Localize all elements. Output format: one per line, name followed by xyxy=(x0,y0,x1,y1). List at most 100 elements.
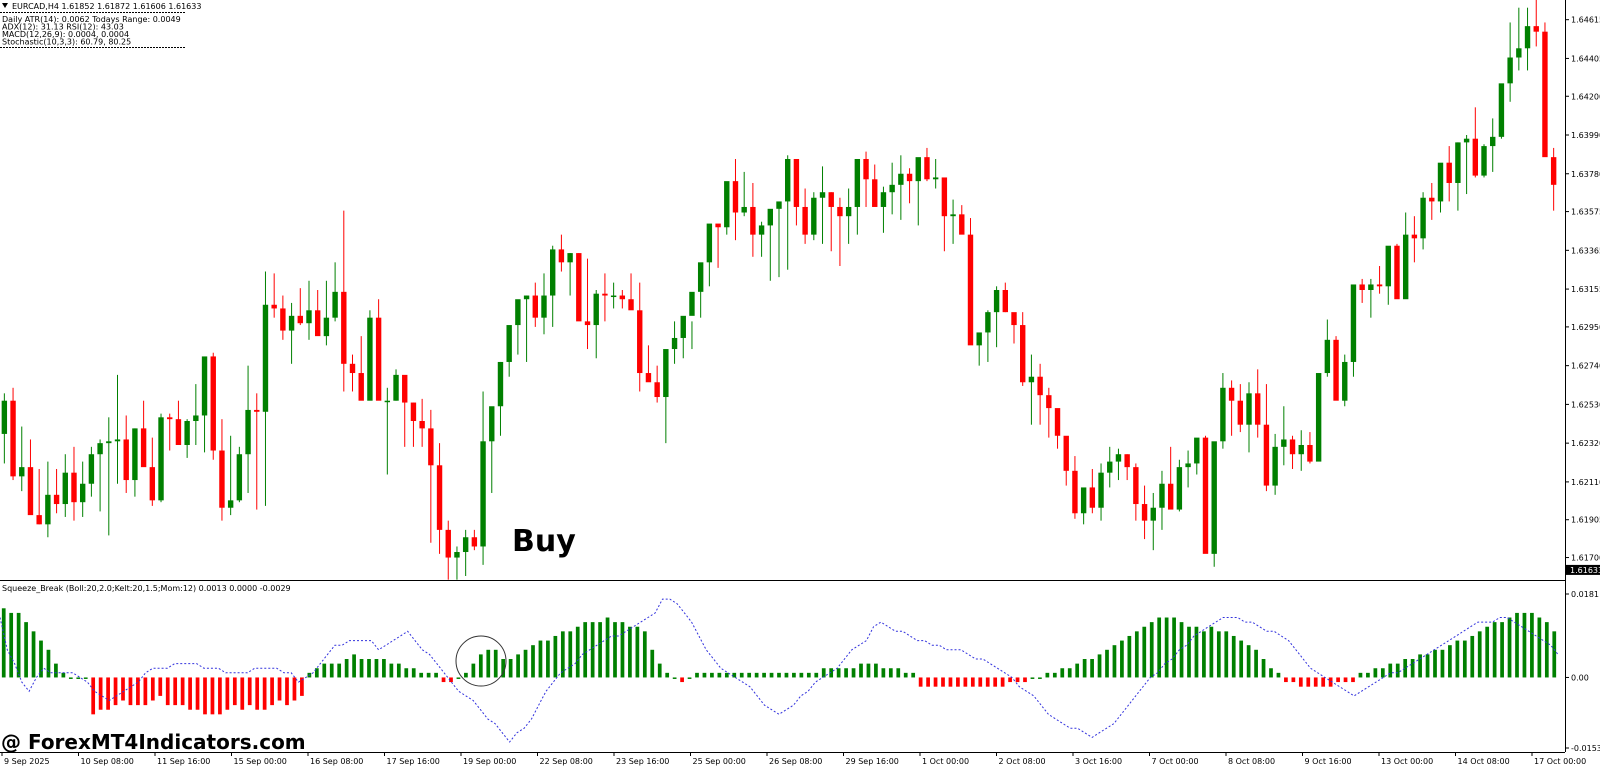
histogram-bar xyxy=(1269,668,1273,678)
histogram-bar xyxy=(1239,640,1244,678)
histogram-bar xyxy=(247,677,252,706)
candle-body xyxy=(750,206,756,235)
histogram-bar xyxy=(1313,677,1318,687)
histogram-bar xyxy=(1321,677,1326,687)
histogram-bar xyxy=(128,677,133,706)
histogram-bar xyxy=(1291,677,1296,683)
candle-body xyxy=(506,325,512,362)
histogram-bar xyxy=(1202,631,1206,678)
histogram-bar xyxy=(695,672,699,678)
price-tick-label: 1.62530 xyxy=(1571,400,1600,409)
time-tick-label: 11 Sep 16:00 xyxy=(157,757,210,766)
histogram-bar xyxy=(270,677,274,706)
histogram-bar xyxy=(501,659,506,678)
histogram-bar xyxy=(1030,677,1035,679)
histogram-bar xyxy=(680,677,684,683)
candle-body xyxy=(1028,376,1035,383)
candle-body xyxy=(845,206,852,217)
candle-body xyxy=(314,310,321,337)
histogram-bar xyxy=(1060,668,1065,678)
histogram-bar xyxy=(1000,677,1005,687)
indicator-tick-label: -0.0153 xyxy=(1571,744,1600,753)
histogram-bar xyxy=(650,649,655,678)
candle-body xyxy=(227,500,234,508)
candle-body xyxy=(436,465,443,530)
histogram-bar xyxy=(9,612,14,678)
histogram-bar xyxy=(896,668,901,678)
histogram-bar xyxy=(419,672,424,678)
histogram-bar xyxy=(240,677,245,710)
candle-body xyxy=(567,253,573,263)
histogram-bar xyxy=(1254,649,1258,678)
candle-body xyxy=(1107,461,1113,473)
histogram-bar xyxy=(374,659,379,678)
info-line-atr: Daily ATR(14): 0.0062 Todays Range: 0.00… xyxy=(2,15,181,24)
candle-body xyxy=(10,400,16,477)
histogram-bar xyxy=(203,677,207,715)
histogram-bar xyxy=(1448,645,1452,678)
histogram-bar xyxy=(903,672,908,678)
watermark: @ ForexMT4Indicators.com xyxy=(1,730,306,754)
histogram-bar xyxy=(396,663,401,678)
histogram-bar xyxy=(359,659,364,678)
info-line-stochastic: Stochastic(10,3,3): 60.79, 80.25 xyxy=(2,38,131,47)
candle-body xyxy=(1046,395,1052,409)
histogram-bar xyxy=(575,626,580,678)
candle-body xyxy=(1376,284,1383,287)
candle-body xyxy=(663,349,669,398)
histogram-bar xyxy=(1261,659,1266,678)
candle-body xyxy=(323,317,330,337)
candle-body xyxy=(428,428,434,466)
histogram-bar xyxy=(39,640,43,678)
candle-body xyxy=(97,443,103,455)
time-tick-label: 23 Sep 16:00 xyxy=(616,757,669,766)
histogram-bar xyxy=(806,672,811,678)
histogram-bar xyxy=(106,677,110,710)
candle-body xyxy=(1446,162,1452,183)
candle-body xyxy=(898,173,904,185)
histogram-bar xyxy=(426,672,431,678)
candle-body xyxy=(175,419,182,445)
histogram-bar xyxy=(1470,635,1475,678)
histogram-bar xyxy=(531,645,535,678)
histogram-bar xyxy=(113,677,118,706)
histogram-bar xyxy=(784,672,789,678)
candle-body xyxy=(1150,507,1156,521)
candle-body xyxy=(854,158,861,207)
price-tick-label: 1.62320 xyxy=(1571,439,1600,448)
histogram-bar xyxy=(91,677,96,715)
histogram-bar xyxy=(1433,649,1437,678)
candle-body xyxy=(1080,487,1087,514)
candle-body xyxy=(297,315,303,324)
candle-body xyxy=(375,317,382,401)
candle-body xyxy=(941,177,948,217)
histogram-bar xyxy=(888,668,893,678)
histogram-bar xyxy=(516,654,520,678)
collapse-triangle-icon[interactable] xyxy=(2,3,8,8)
candle-body xyxy=(906,173,913,182)
histogram-bar xyxy=(851,668,856,678)
histogram-bar xyxy=(329,663,334,678)
candle-body xyxy=(584,321,591,326)
candle-body xyxy=(828,192,834,207)
histogram-bar xyxy=(732,672,737,678)
candle-body xyxy=(593,293,599,326)
histogram-bar xyxy=(993,677,998,687)
histogram-bar xyxy=(1537,617,1542,678)
histogram-bar xyxy=(724,672,729,678)
histogram-bar xyxy=(76,677,81,679)
candle-body xyxy=(27,467,34,516)
histogram-bar xyxy=(478,654,483,678)
candle-body xyxy=(1368,284,1374,290)
candle-body xyxy=(1089,487,1096,508)
histogram-bar xyxy=(292,677,297,701)
candle-body xyxy=(1098,472,1104,508)
time-tick-label: 9 Sep 2025 xyxy=(4,757,50,766)
candle-body xyxy=(523,295,530,300)
candle-body xyxy=(341,291,347,364)
histogram-bar xyxy=(158,677,163,696)
candle-body xyxy=(1307,444,1313,462)
candle-body xyxy=(236,454,243,501)
histogram-bar xyxy=(382,659,386,678)
histogram-bar xyxy=(814,672,819,678)
